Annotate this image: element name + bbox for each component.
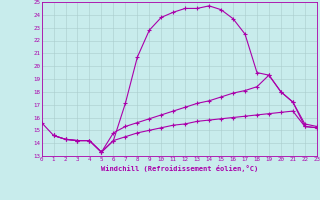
X-axis label: Windchill (Refroidissement éolien,°C): Windchill (Refroidissement éolien,°C)	[100, 165, 258, 172]
